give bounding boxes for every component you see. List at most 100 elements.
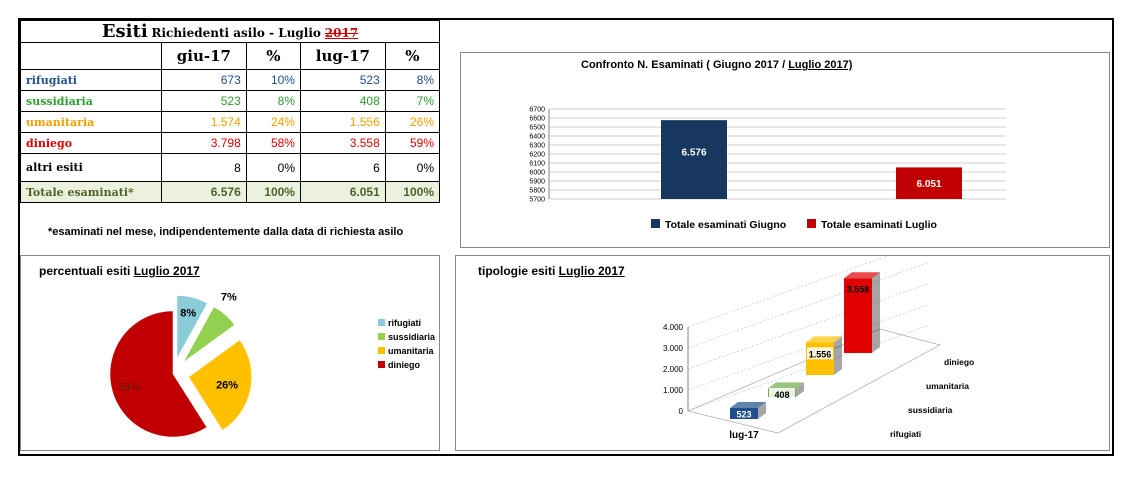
lug-value: 6.051 [299, 181, 386, 203]
giu-pct: 8% [245, 90, 301, 112]
y-tick-label: 3.000 [663, 344, 684, 353]
giu-pct: 24% [245, 111, 301, 133]
table-row: rifugiati 673 10% 523 8% [20, 69, 441, 91]
bar-data-label: 6.051 [916, 179, 941, 190]
y-tick-label: 6000 [529, 170, 545, 177]
legend-label: rifugiati [388, 318, 421, 328]
y-tick-label: 5800 [529, 188, 545, 195]
legend-label: Totale esaminati Giugno [665, 219, 786, 231]
y-tick-label: 6300 [529, 143, 545, 150]
giu-value: 673 [161, 69, 247, 91]
gridline [687, 282, 931, 370]
lug-pct: 7% [384, 90, 441, 112]
lug-pct: 8% [384, 69, 441, 91]
pie-data-label: 59% [118, 382, 140, 394]
esiti-table: Esiti Richiedenti asilo - Luglio 2017 gi… [20, 20, 441, 203]
y-tick-label: 6400 [529, 134, 545, 141]
row-label: altri esiti [20, 153, 162, 182]
gridline [687, 261, 931, 349]
legend-label: Totale esaminati Luglio [821, 219, 937, 231]
bar3d-top-umanitaria [806, 336, 842, 343]
lug-value: 1.556 [299, 111, 386, 133]
y-tick-label: 1.000 [663, 386, 684, 395]
lug-value: 6 [299, 153, 386, 182]
row-label: diniego [20, 132, 162, 154]
col-header-giu: giu-17 [161, 42, 247, 70]
giu-value: 8 [161, 153, 247, 182]
giu-value: 6.576 [161, 181, 247, 203]
giu-value: 1.574 [161, 111, 247, 133]
bar3d-side-sussidiaria [796, 382, 804, 397]
bar3d-top-diniego [844, 272, 880, 279]
bar-luglio [896, 167, 962, 199]
bar3d-chart-panel: tipologie esiti Luglio 2017 4.000 3.000 2.… [455, 255, 1110, 451]
bar3d-side-rifugiati [758, 402, 766, 419]
y-tick-label: 2.000 [663, 365, 684, 374]
bar-giugno [661, 120, 727, 199]
legend-label: umanitaria [388, 346, 435, 356]
bar-chart-panel: Confronto N. Esaminati ( Giugno 2017 / L… [460, 52, 1110, 248]
y-tick-label: 0 [679, 407, 684, 416]
gridline [687, 256, 889, 328]
y-tick-label: 6500 [529, 125, 545, 132]
pie-data-label: 7% [221, 292, 237, 304]
x-axis-label: lug-17 [729, 430, 759, 441]
pie-chart-panel: percentuali esiti Luglio 2017 8% 7% 26% 59%… [20, 255, 440, 451]
table-header-row: giu-17 % lug-17 % [20, 42, 441, 70]
bar3d-top-rifugiati [730, 402, 766, 409]
lug-value: 3.558 [299, 132, 386, 154]
table-title-year: 2017 [324, 26, 359, 40]
table-note: *esaminati nel mese, indipendentemente d… [48, 226, 404, 238]
category-label: umanitaria [926, 381, 969, 391]
table-row: sussidiaria 523 8% 408 7% [20, 90, 441, 112]
table-title: Esiti Richiedenti asilo - Luglio 2017 [20, 20, 440, 43]
lug-pct: 0% [384, 153, 441, 182]
legend-swatch [378, 361, 385, 368]
bar3d-data-label: 523 [736, 410, 751, 420]
y-tick-label: 6200 [529, 152, 545, 159]
bar3d-label-bg [769, 388, 795, 400]
legend-label: sussidiaria [388, 332, 436, 342]
bar3d-side-umanitaria [834, 336, 842, 375]
row-label: Totale esaminati* [20, 181, 162, 203]
bar-chart-title: Confronto N. Esaminati ( Giugno 2017 / L… [581, 59, 853, 71]
giu-pct: 0% [245, 153, 301, 182]
row-label: umanitaria [20, 111, 162, 133]
bar3d-data-label: 3.558 [847, 284, 870, 294]
lug-value: 523 [299, 69, 386, 91]
bar3d-front-rifugiati [730, 408, 758, 419]
legend-swatch [378, 333, 385, 340]
y-tick-label: 6700 [529, 107, 545, 114]
legend-swatch [378, 347, 385, 354]
table-row: Totale esaminati* 6.576 100% 6.051 100% [20, 181, 441, 203]
lug-pct: 59% [384, 132, 441, 154]
y-tick-label: 5700 [529, 197, 545, 204]
category-label: sussidiaria [908, 405, 953, 415]
giu-value: 3.798 [161, 132, 247, 154]
bar3d-front-diniego [844, 278, 872, 353]
bar3d-data-label: 1.556 [809, 349, 832, 359]
row-label: sussidiaria [20, 90, 162, 112]
category-label: diniego [944, 357, 974, 367]
table-row: altri esiti 8 0% 6 0% [20, 153, 441, 182]
report-frame [18, 18, 1114, 456]
giu-pct: 58% [245, 132, 301, 154]
legend-label: diniego [388, 360, 420, 370]
bar-data-label: 6.576 [681, 148, 706, 159]
row-label: rifugiati [20, 69, 162, 91]
legend-swatch [378, 319, 385, 326]
bar3d-chart-svg: 4.000 3.000 2.000 1.000 0 523 rifugiati 408 suss… [663, 256, 974, 441]
lug-pct: 26% [384, 111, 441, 133]
bar3d-side-diniego [872, 272, 880, 353]
legend-swatch [651, 219, 660, 228]
lug-value: 408 [299, 90, 386, 112]
y-tick-label: 6600 [529, 116, 545, 123]
bar3d-label-bg [807, 347, 833, 360]
pie-slice-diniego [109, 310, 208, 438]
pie-slice-rifugiati [176, 295, 208, 359]
y-tick-label: 6100 [529, 161, 545, 168]
y-tick-label: 4.000 [663, 323, 684, 332]
pie-slice-umanitaria [188, 339, 252, 431]
pie-data-label: 8% [180, 308, 196, 320]
col-header-pct-lug: % [384, 42, 441, 70]
